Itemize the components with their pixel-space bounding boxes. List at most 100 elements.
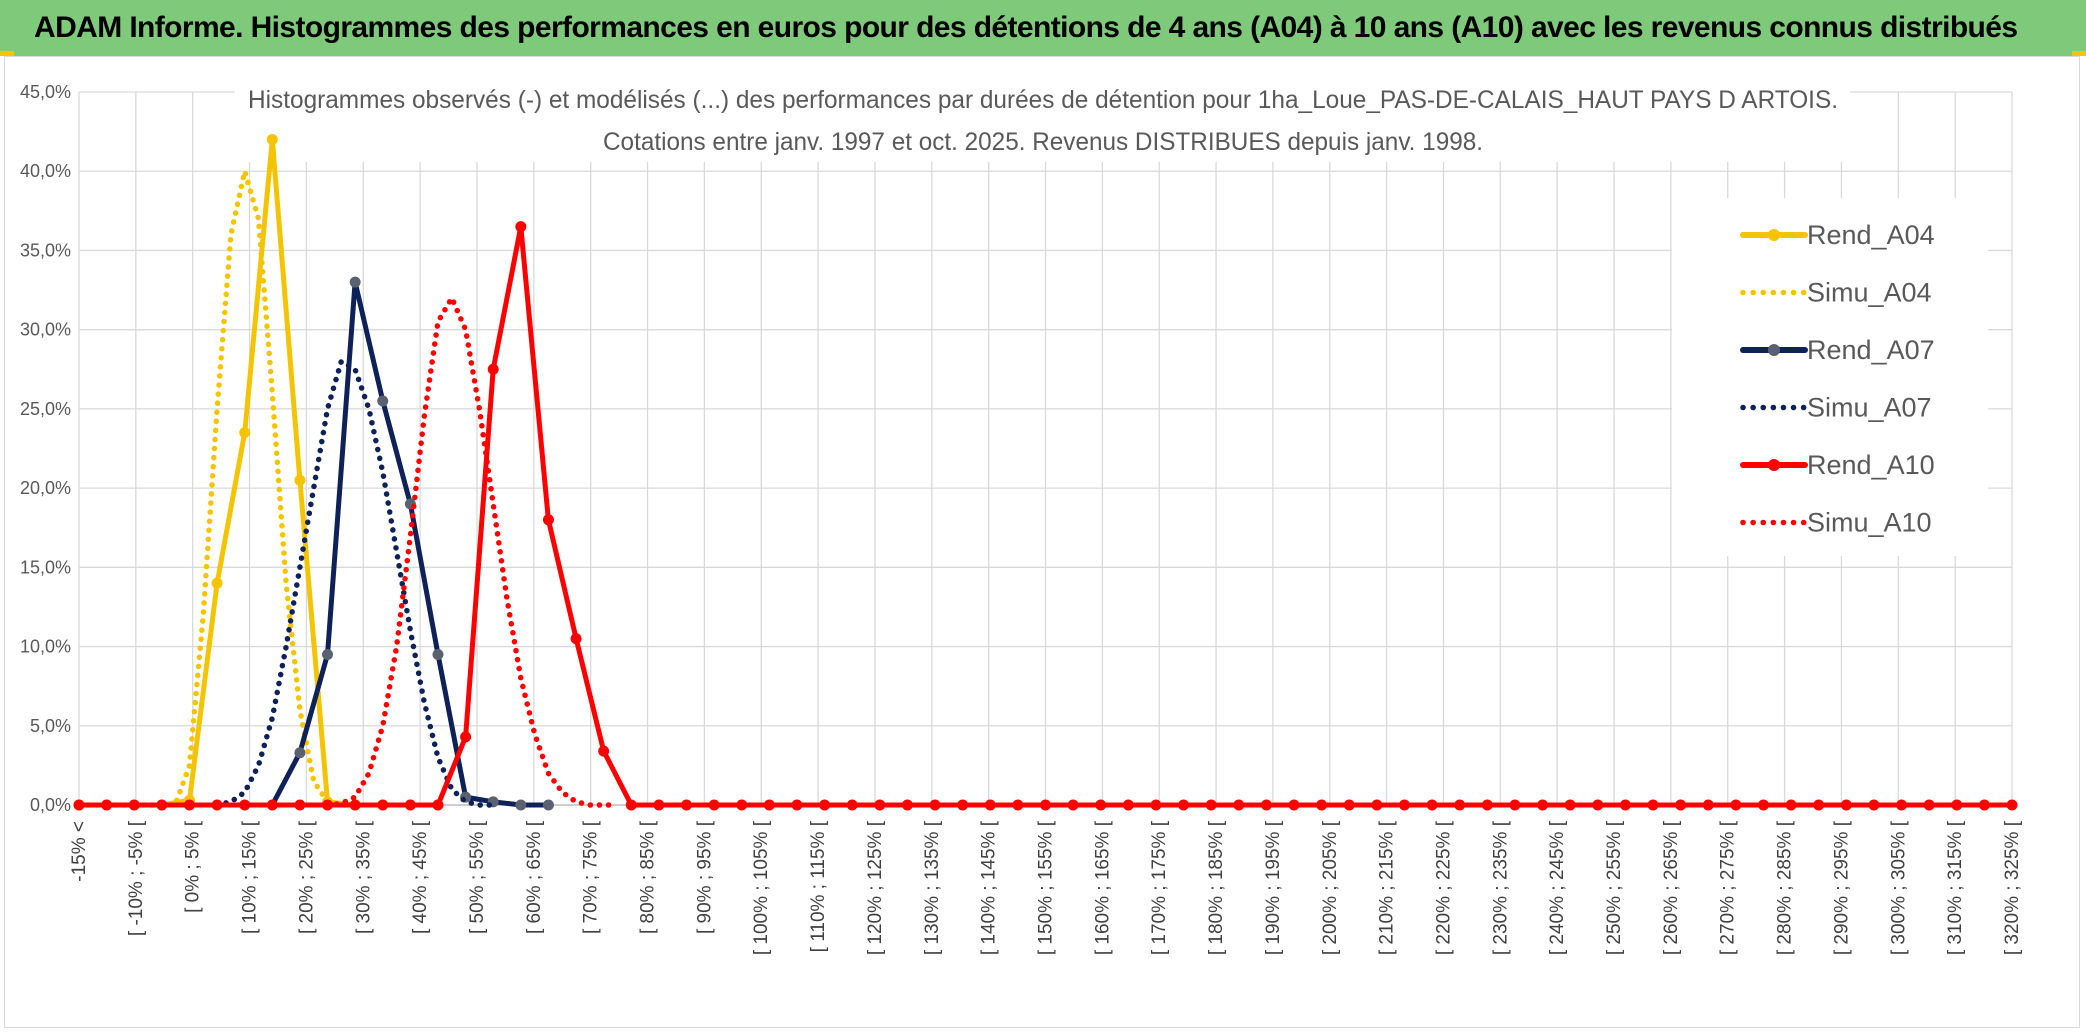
point-rend-a10	[266, 799, 278, 811]
x-tick-label: [ 260% ; 265% [	[1661, 820, 1682, 955]
point-rend-a10	[1454, 799, 1466, 811]
corner-accent-left	[0, 51, 14, 56]
point-rend-a10	[1426, 799, 1438, 811]
point-rend-a04	[294, 474, 306, 486]
x-tick-label: [ 310% ; 315% [	[1945, 820, 1966, 955]
legend-marker	[1768, 229, 1780, 241]
x-tick-label: [ 320% ; 325% [	[2002, 820, 2023, 955]
y-tick-label: 5,0%	[30, 716, 71, 736]
point-rend-a10	[349, 799, 361, 811]
point-rend-a10	[1537, 799, 1549, 811]
point-rend-a10	[1702, 799, 1714, 811]
point-rend-a10	[1343, 799, 1355, 811]
point-rend-a04	[266, 134, 278, 146]
legend-label: Simu_A04	[1807, 278, 1932, 308]
x-tick-label: [ 280% ; 285% [	[1775, 820, 1796, 955]
x-tick-label: [ 100% ; 105% [	[751, 820, 772, 955]
point-rend-a10	[1178, 799, 1190, 811]
x-tick-label: [ 90% ; 95% [	[694, 820, 715, 934]
y-tick-label: 20,0%	[20, 478, 71, 498]
point-rend-a10	[1481, 799, 1493, 811]
point-rend-a10	[460, 731, 472, 743]
point-rend-a10	[570, 633, 582, 645]
point-rend-a04	[211, 577, 223, 589]
x-tick-label: [ 120% ; 125% [	[865, 820, 886, 955]
legend-label: Simu_A07	[1807, 393, 1932, 423]
point-rend-a10	[1233, 799, 1245, 811]
x-tick-label: [ 190% ; 195% [	[1263, 820, 1284, 955]
point-rend-a10	[1205, 799, 1217, 811]
point-rend-a10	[73, 799, 85, 811]
point-rend-a10	[1509, 799, 1521, 811]
point-rend-a10	[128, 799, 140, 811]
point-rend-a10	[183, 799, 195, 811]
legend-box	[1672, 198, 1988, 556]
point-rend-a10	[929, 799, 941, 811]
point-rend-a10	[1150, 799, 1162, 811]
x-tick-label: [ -10% ; -5% [	[126, 820, 147, 936]
point-rend-a10	[156, 799, 168, 811]
legend-marker	[1768, 344, 1780, 356]
chart-title-background	[235, 80, 1850, 162]
x-tick-label: [ 50% ; 55% [	[467, 820, 488, 934]
point-rend-a10	[1868, 799, 1880, 811]
x-tick-label: [ 210% ; 215% [	[1377, 820, 1398, 955]
point-rend-a10	[2006, 799, 2018, 811]
point-rend-a10	[1371, 799, 1383, 811]
point-rend-a07	[322, 648, 334, 660]
point-rend-a07	[515, 799, 527, 811]
x-tick-label: [ 250% ; 255% [	[1604, 820, 1625, 955]
x-tick-label: [ 140% ; 145% [	[979, 820, 1000, 955]
y-tick-label: 0,0%	[30, 795, 71, 815]
report-title: ADAM Informe. Histogrammes des performan…	[34, 11, 2018, 44]
point-rend-a10	[1398, 799, 1410, 811]
point-rend-a10	[736, 799, 748, 811]
point-rend-a10	[1647, 799, 1659, 811]
x-tick-label: [ 0% ; 5% [	[183, 820, 204, 913]
x-tick-label: [ 200% ; 205% [	[1320, 820, 1341, 955]
point-rend-a10	[211, 799, 223, 811]
y-tick-label: 30,0%	[20, 320, 71, 340]
x-tick-label: [ 110% ; 115% [	[808, 820, 829, 952]
point-rend-a10	[1978, 799, 1990, 811]
point-rend-a10	[1040, 799, 1051, 811]
point-rend-a10	[846, 799, 858, 811]
point-rend-a10	[432, 799, 444, 811]
x-tick-label: [ 180% ; 185% [	[1206, 820, 1227, 955]
x-tick-label: [ 270% ; 275% [	[1718, 820, 1739, 955]
y-tick-label: 10,0%	[20, 637, 71, 657]
x-tick-label: [ 20% ; 25% [	[296, 820, 317, 934]
legend-label: Rend_A10	[1807, 450, 1935, 480]
y-tick-label: 35,0%	[20, 240, 71, 260]
point-rend-a10	[1316, 799, 1328, 811]
point-rend-a10	[901, 799, 913, 811]
point-rend-a10	[1592, 799, 1604, 811]
x-tick-label: [ 40% ; 45% [	[410, 820, 431, 934]
point-rend-a07	[542, 799, 554, 811]
point-rend-a10	[598, 745, 610, 757]
legend-label: Simu_A10	[1807, 508, 1932, 538]
y-tick-label: 45,0%	[20, 82, 71, 102]
point-rend-a10	[1757, 799, 1769, 811]
x-tick-label: [ 150% ; 155% [	[1036, 820, 1057, 955]
x-tick-label: [ 220% ; 225% [	[1433, 820, 1454, 955]
point-rend-a10	[957, 799, 969, 811]
point-rend-a10	[1260, 799, 1272, 811]
point-rend-a10	[1012, 799, 1024, 811]
point-rend-a10	[1067, 799, 1079, 811]
x-tick-label: [ 130% ; 135% [	[922, 820, 943, 955]
series-line-simu-a10	[324, 295, 621, 808]
point-rend-a07	[294, 747, 306, 759]
point-rend-a10	[1840, 799, 1852, 811]
y-tick-label: 15,0%	[20, 557, 71, 577]
point-rend-a10	[294, 799, 306, 811]
chart-title-line1: Histogrammes observés (-) et modélisés (…	[248, 86, 1838, 114]
point-rend-a10	[1896, 799, 1908, 811]
point-rend-a10	[1951, 799, 1963, 811]
x-tick-label: [ 290% ; 295% [	[1831, 820, 1852, 955]
point-rend-a10	[1813, 799, 1825, 811]
point-rend-a10	[377, 799, 389, 811]
chart-title-line2: Cotations entre janv. 1997 et oct. 2025.…	[603, 128, 1483, 156]
point-rend-a10	[487, 363, 499, 375]
x-tick-label: [ 170% ; 175% [	[1149, 820, 1170, 955]
